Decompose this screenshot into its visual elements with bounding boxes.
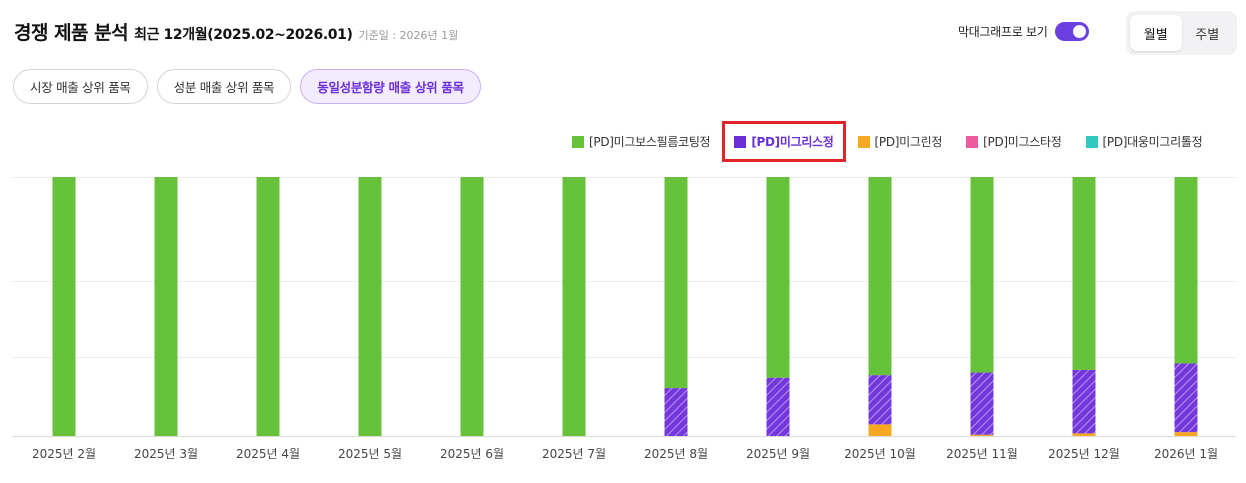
legend-label: [PD]미그린정: [874, 135, 943, 149]
bar-segment[interactable]: [1072, 369, 1096, 434]
bar-segment[interactable]: [358, 177, 382, 436]
x-tick-label: 2025년 9월: [746, 447, 810, 461]
legend-item-migstar[interactable]: [PD]미그스타정: [966, 133, 1062, 150]
bar-segment[interactable]: [868, 375, 892, 425]
bar-segment[interactable]: [1174, 363, 1198, 433]
bar-segment[interactable]: [664, 177, 688, 389]
legend-swatch: [857, 135, 870, 148]
segment-weekly[interactable]: 주별: [1195, 27, 1220, 43]
bar-segment[interactable]: [1174, 432, 1198, 436]
x-tick-label: 2025년 6월: [440, 447, 504, 461]
legend-swatch: [1085, 135, 1098, 148]
filter-tabs: 시장 매출 상위 품목 성분 매출 상위 품목 동일성분함량 매출 상위 품목: [13, 69, 490, 104]
x-tick-label: 2025년 5월: [338, 447, 402, 461]
bar-segment[interactable]: [154, 177, 178, 436]
legend-item-daewoong-migritol[interactable]: [PD]대웅미그리톨정: [1085, 133, 1203, 150]
bar-segment[interactable]: [1174, 177, 1198, 364]
bar-segment[interactable]: [766, 377, 790, 436]
period-label: 최근 12개월(2025.02~2026.01): [134, 27, 353, 43]
bar-segment[interactable]: [664, 388, 688, 436]
x-tick-label: 2025년 8월: [644, 447, 708, 461]
legend-item-migris[interactable]: [PD]미그리스정: [722, 121, 846, 162]
segment-monthly[interactable]: 월별: [1130, 15, 1182, 51]
period-segment-control: 월별 주별: [1126, 11, 1237, 55]
bar-segment[interactable]: [766, 177, 790, 378]
bar-chart-toggle-switch[interactable]: [1055, 22, 1090, 41]
toggle-knob: [1073, 25, 1087, 38]
bar-segment[interactable]: [256, 177, 280, 436]
x-tick-label: 2025년 11월: [946, 447, 1018, 461]
bar-segment[interactable]: [970, 434, 994, 436]
legend-label: [PD]미그보스필름코팅정: [589, 135, 711, 149]
x-tick-label: 2026년 1월: [1154, 447, 1218, 461]
bar-chart-toggle-group: 막대그래프로 보기: [958, 22, 1090, 41]
stacked-bar-chart: 2025년 2월 2025년 3월 2025년 4월 2025년 5월 2025년 6월…: [12, 177, 1236, 461]
bar-segment[interactable]: [1072, 433, 1096, 436]
chart-legend: [PD]미그보스필름코팅정 [PD]미그리스정 [PD]미그린정 [PD]미그스…: [572, 121, 1203, 162]
legend-swatch: [572, 135, 584, 148]
legend-item-migbos[interactable]: [PD]미그보스필름코팅정: [572, 133, 711, 150]
bar-segment[interactable]: [562, 177, 586, 436]
legend-swatch: [734, 135, 747, 148]
legend-item-migrin[interactable]: [PD]미그린정: [857, 133, 943, 150]
legend-label: [PD]미그리스정: [751, 135, 834, 149]
bar-segment[interactable]: [460, 177, 484, 436]
legend-swatch: [966, 135, 979, 148]
bar-segment[interactable]: [52, 177, 76, 436]
legend-label: [PD]대웅미그리톨정: [1102, 135, 1203, 149]
page-title: 경쟁 제품 분석: [14, 22, 129, 44]
bar-segment[interactable]: [868, 177, 892, 376]
x-tick-label: 2025년 10월: [844, 447, 916, 461]
x-tick-label: 2025년 2월: [32, 447, 96, 461]
tab-market-top-items[interactable]: 시장 매출 상위 품목: [13, 69, 148, 104]
bar-segment[interactable]: [970, 177, 994, 373]
legend-label: [PD]미그스타정: [983, 135, 1062, 149]
x-tick-label: 2025년 4월: [236, 447, 300, 461]
bar-chart-toggle-label: 막대그래프로 보기: [958, 25, 1048, 39]
base-date-label: 기준일 : 2026년 1월: [358, 29, 459, 42]
tab-same-ingredient-top-items[interactable]: 동일성분함량 매출 상위 품목: [300, 69, 481, 104]
x-tick-label: 2025년 7월: [542, 447, 606, 461]
x-tick-label: 2025년 12월: [1048, 447, 1120, 461]
bar-segment[interactable]: [970, 372, 994, 435]
tab-ingredient-top-items[interactable]: 성분 매출 상위 품목: [156, 69, 292, 104]
x-tick-label: 2025년 3월: [134, 447, 198, 461]
bar-segment[interactable]: [868, 424, 892, 436]
page-header: 경쟁 제품 분석 최근 12개월(2025.02~2026.01) 기준일 : …: [14, 18, 458, 45]
bar-segment[interactable]: [1072, 177, 1096, 370]
